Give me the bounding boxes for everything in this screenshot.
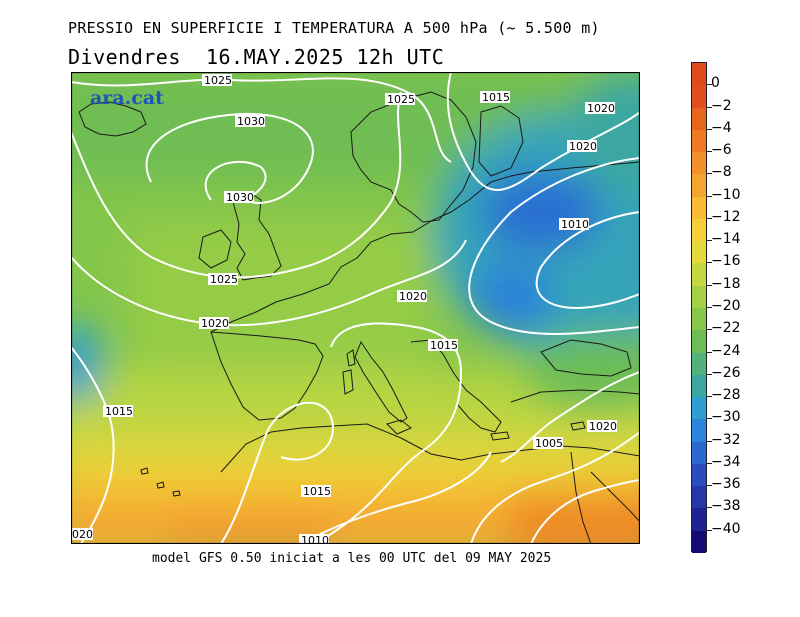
- temperature-colorbar: [691, 62, 707, 554]
- colorbar-swatch: [692, 263, 706, 287]
- isobar-label: 1030: [226, 191, 254, 204]
- isobar-label: 1025: [204, 74, 232, 87]
- colorbar-swatch: [692, 218, 706, 242]
- temperature-shading: [71, 72, 640, 544]
- colorbar-tick: [707, 529, 712, 531]
- isobar-label: 1010: [561, 218, 589, 231]
- colorbar-label: −32: [711, 431, 741, 448]
- isobar-label: 1025: [387, 93, 415, 106]
- isobar-label: 020: [72, 528, 93, 541]
- colorbar-label: −28: [711, 387, 741, 404]
- colorbar-swatch: [692, 107, 706, 131]
- colorbar-label: −6: [711, 142, 732, 159]
- colorbar-label: −12: [711, 208, 741, 225]
- colorbar-label: −2: [711, 97, 732, 114]
- colorbar-swatch: [692, 463, 706, 487]
- colorbar-tick: [707, 329, 712, 331]
- colorbar-swatch: [692, 285, 706, 309]
- map-date: Divendres 16.MAY.2025 12h UTC: [68, 45, 445, 69]
- map-title: PRESSIO EN SUPERFICIE I TEMPERATURA A 50…: [68, 19, 600, 37]
- colorbar-swatch: [692, 374, 706, 398]
- colorbar-swatch: [692, 129, 706, 153]
- colorbar-tick: [707, 440, 712, 442]
- colorbar-label: −8: [711, 164, 732, 181]
- colorbar-tick: [707, 284, 712, 286]
- colorbar-label: −20: [711, 298, 741, 314]
- colorbar-swatch: [692, 441, 706, 465]
- isobar-label: 1030: [237, 115, 265, 128]
- model-info: model GFS 0.50 iniciat a les 00 UTC del …: [152, 551, 552, 566]
- colorbar-tick: [707, 396, 712, 398]
- colorbar-swatch: [692, 419, 706, 443]
- isobar-label: 1005: [535, 437, 563, 450]
- isobar-label: 1020: [201, 317, 229, 330]
- colorbar-tick: [707, 240, 712, 242]
- colorbar-label: −14: [711, 231, 741, 248]
- coastlines: [78, 91, 640, 544]
- colorbar-swatch: [692, 530, 706, 554]
- isobar-label: 1020: [399, 290, 427, 303]
- colorbar-swatch: [692, 241, 706, 264]
- colorbar-label: −22: [711, 320, 741, 337]
- colorbar-labels: 0 −2 −4 −6 −8 −10 −12 −14 −16 −18 −20 −22 −24 −26 −28 −…: [707, 62, 771, 552]
- colorbar-tick: [707, 106, 712, 108]
- colorbar-label: −18: [711, 275, 741, 292]
- isobar-label: 1015: [303, 485, 331, 498]
- isobar-label: 1010: [301, 534, 329, 544]
- map-frame: [71, 72, 640, 544]
- colorbar-swatch: [692, 85, 706, 109]
- colorbar-swatch: [692, 196, 706, 220]
- colorbar-tick: [707, 307, 712, 308]
- colorbar-label: −16: [711, 253, 741, 270]
- weather-map: 1025 1025 1015 1020 1030 1020 1030 1010 …: [71, 72, 640, 544]
- isobar-label: 1015: [482, 91, 510, 104]
- colorbar-swatch: [692, 308, 706, 331]
- colorbar-tick: [707, 418, 712, 420]
- colorbar-tick: [707, 151, 712, 153]
- isobar-label: 1020: [569, 140, 597, 153]
- colorbar-swatch: [692, 397, 706, 420]
- colorbar-tick: [707, 262, 712, 264]
- colorbar-swatch: [692, 330, 706, 354]
- colorbar-label: −4: [711, 119, 732, 136]
- colorbar-tick: [707, 507, 712, 509]
- isobar-label: 1025: [210, 273, 238, 286]
- colorbar-label: 0: [711, 75, 720, 92]
- colorbar-swatch: [692, 352, 706, 376]
- colorbar-tick: [707, 351, 712, 353]
- colorbar-tick: [707, 217, 712, 219]
- isobar-label: 1020: [589, 420, 617, 433]
- colorbar-swatch: [692, 152, 706, 175]
- colorbar-tick: [707, 195, 712, 197]
- isobars: [71, 72, 640, 544]
- colorbar-tick: [707, 373, 712, 375]
- colorbar-swatch: [692, 508, 706, 532]
- colorbar-label: −10: [711, 186, 741, 203]
- colorbar-label: −24: [711, 342, 741, 359]
- colorbar-label: −26: [711, 364, 741, 381]
- colorbar-label: −38: [711, 498, 741, 515]
- colorbar-swatch: [692, 486, 706, 509]
- colorbar-tick: [707, 128, 712, 130]
- isobar-label: 1015: [430, 339, 458, 352]
- colorbar-swatch: [692, 174, 706, 198]
- colorbar-tick: [707, 173, 712, 175]
- isobar-label: 1020: [587, 102, 615, 115]
- brand-logo: ara.cat: [90, 87, 164, 109]
- colorbar-tick: [707, 84, 712, 86]
- colorbar-label: −36: [711, 476, 741, 493]
- colorbar-tick: [707, 462, 712, 464]
- colorbar-label: −30: [711, 409, 741, 426]
- colorbar-tick: [707, 485, 712, 487]
- isobar-labels: 1025 1025 1015 1020 1030 1020 1030 1010 …: [71, 74, 617, 544]
- isobar-label: 1015: [105, 405, 133, 418]
- colorbar-label: −40: [711, 520, 741, 537]
- colorbar-swatch: [692, 63, 706, 86]
- colorbar-label: −34: [711, 453, 741, 470]
